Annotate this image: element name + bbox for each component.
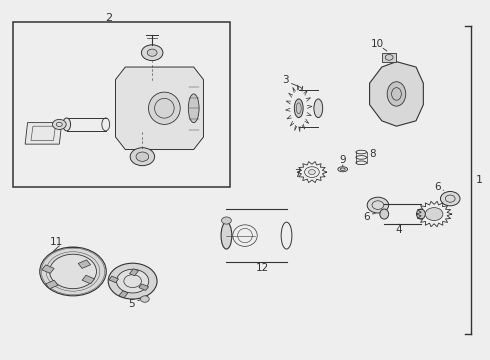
Text: 2: 2 xyxy=(105,13,112,23)
Polygon shape xyxy=(25,123,62,144)
Circle shape xyxy=(147,49,157,56)
Polygon shape xyxy=(116,67,203,149)
Ellipse shape xyxy=(380,209,389,219)
Text: 10: 10 xyxy=(370,39,384,49)
Circle shape xyxy=(142,45,163,60)
Circle shape xyxy=(49,254,97,289)
Bar xyxy=(78,260,91,269)
Circle shape xyxy=(221,217,231,224)
Text: 3: 3 xyxy=(282,75,289,85)
Text: 8: 8 xyxy=(369,149,376,159)
Circle shape xyxy=(136,152,149,161)
Bar xyxy=(42,265,54,273)
Ellipse shape xyxy=(63,118,71,131)
Text: 7: 7 xyxy=(294,169,300,179)
Circle shape xyxy=(367,197,389,213)
Bar xyxy=(119,291,128,298)
Text: 5: 5 xyxy=(128,299,135,309)
Circle shape xyxy=(52,120,66,130)
Polygon shape xyxy=(382,53,396,62)
Text: 9: 9 xyxy=(340,155,346,165)
Ellipse shape xyxy=(188,94,199,123)
Text: 6: 6 xyxy=(363,212,369,221)
Ellipse shape xyxy=(148,92,180,125)
Ellipse shape xyxy=(387,82,406,106)
Ellipse shape xyxy=(294,99,303,118)
Circle shape xyxy=(441,192,460,206)
Circle shape xyxy=(309,170,316,175)
Ellipse shape xyxy=(416,209,425,219)
Ellipse shape xyxy=(338,167,347,172)
Circle shape xyxy=(117,269,149,293)
Ellipse shape xyxy=(314,99,323,118)
Polygon shape xyxy=(369,62,423,126)
Bar xyxy=(139,284,148,291)
Bar xyxy=(13,22,230,187)
Circle shape xyxy=(56,122,62,127)
Circle shape xyxy=(130,148,155,166)
Text: 11: 11 xyxy=(50,237,64,247)
Circle shape xyxy=(141,296,149,302)
Circle shape xyxy=(108,263,157,299)
Text: 6: 6 xyxy=(435,182,441,192)
Ellipse shape xyxy=(221,222,232,249)
Bar xyxy=(129,269,139,276)
Bar xyxy=(82,275,95,284)
Text: 1: 1 xyxy=(476,175,483,185)
Circle shape xyxy=(425,208,443,221)
Text: 12: 12 xyxy=(255,263,269,273)
Text: 4: 4 xyxy=(395,225,402,235)
Bar xyxy=(46,280,58,289)
Circle shape xyxy=(385,54,393,60)
Bar xyxy=(109,276,119,283)
Circle shape xyxy=(40,247,106,296)
